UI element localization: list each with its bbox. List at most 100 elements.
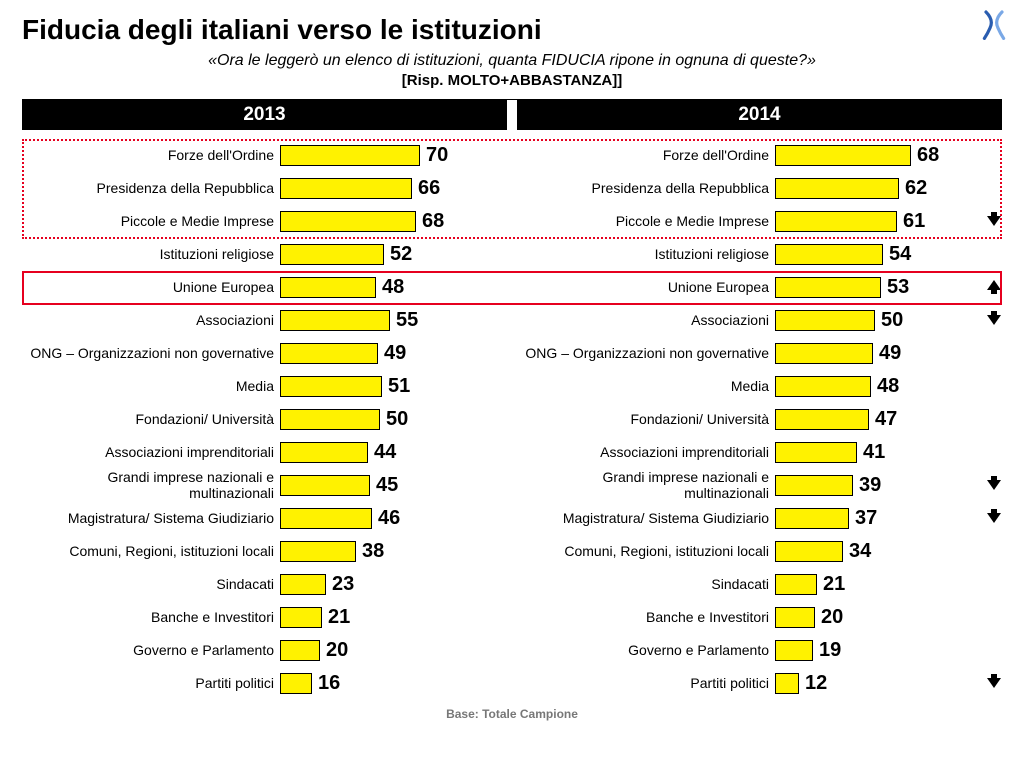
bar-area: 23 xyxy=(280,573,507,596)
page-subtitle: «Ora le leggerò un elenco di istituzioni… xyxy=(22,52,1002,70)
row-label: Comuni, Regioni, istituzioni locali xyxy=(22,544,280,559)
bar xyxy=(280,574,326,595)
chart-row: Comuni, Regioni, istituzioni locali 34 xyxy=(517,536,1002,567)
row-value: 47 xyxy=(875,408,897,431)
row-label: Comuni, Regioni, istituzioni locali xyxy=(517,544,775,559)
row-label: Forze dell'Ordine xyxy=(517,148,775,163)
row-value: 37 xyxy=(855,507,877,530)
row-value: 41 xyxy=(863,441,885,464)
row-value: 70 xyxy=(426,144,448,167)
chart-row: Presidenza della Repubblica66 xyxy=(22,173,507,204)
arrow-down-icon xyxy=(984,309,1004,333)
ribbon-logo-icon xyxy=(978,8,1010,40)
chart-row: Sindacati21 xyxy=(517,569,1002,600)
row-value: 20 xyxy=(821,606,843,629)
chart-row: Media51 xyxy=(22,371,507,402)
bar xyxy=(280,442,368,463)
row-label: Magistratura/ Sistema Giudiziario xyxy=(22,511,280,526)
bar xyxy=(775,244,883,265)
bar-area: 41 xyxy=(775,441,1002,464)
row-label: ONG – Organizzazioni non governative xyxy=(517,346,775,361)
row-value: 62 xyxy=(905,177,927,200)
row-value: 44 xyxy=(374,441,396,464)
chart-row: Governo e Parlamento19 xyxy=(517,635,1002,666)
row-label: Media xyxy=(517,379,775,394)
bar xyxy=(775,442,857,463)
chart-row: Partiti politici16 xyxy=(22,668,507,699)
row-label: Unione Europea xyxy=(22,280,280,295)
bar xyxy=(775,211,897,232)
bar xyxy=(280,277,376,298)
chart-row: Governo e Parlamento 20 xyxy=(22,635,507,666)
row-value: 49 xyxy=(879,342,901,365)
row-label: Governo e Parlamento xyxy=(22,643,280,658)
bar-area: 62 xyxy=(775,177,1002,200)
chart-row: Fondazioni/ Università47 xyxy=(517,404,1002,435)
bar xyxy=(775,409,869,430)
row-value: 52 xyxy=(390,243,412,266)
bar-area: 45 xyxy=(280,474,507,497)
page-title: Fiducia degli italiani verso le istituzi… xyxy=(22,14,1002,46)
arrow-down-icon xyxy=(984,474,1004,498)
row-label: Presidenza della Repubblica xyxy=(22,181,280,196)
row-label: Sindacati xyxy=(517,577,775,592)
chart-row: Unione Europea53 xyxy=(517,272,1002,303)
chart-row: Forze dell'Ordine68 xyxy=(517,140,1002,171)
bar xyxy=(280,640,320,661)
row-label: Banche e Investitori xyxy=(22,610,280,625)
bar xyxy=(280,145,420,166)
row-value: 46 xyxy=(378,507,400,530)
chart-row: Associazioni50 xyxy=(517,305,1002,336)
chart-row: Fondazioni/ Università50 xyxy=(22,404,507,435)
bar-area: 68 xyxy=(280,210,507,233)
row-label: Magistratura/ Sistema Giudiziario xyxy=(517,511,775,526)
bar-area: 50 xyxy=(775,309,1002,332)
row-value: 20 xyxy=(326,639,348,662)
row-label: Grandi imprese nazionali e multinazional… xyxy=(517,470,775,501)
row-value: 50 xyxy=(386,408,408,431)
bar xyxy=(775,376,871,397)
row-value: 12 xyxy=(805,672,827,695)
chart-row: Associazioni55 xyxy=(22,305,507,336)
page-subtitle-response: [Risp. MOLTO+ABBASTANZA]] xyxy=(22,72,1002,89)
bar xyxy=(280,343,378,364)
chart-row: ONG – Organizzazioni non governative49 xyxy=(22,338,507,369)
bar xyxy=(775,310,875,331)
bar-area: 48 xyxy=(280,276,507,299)
row-label: Partiti politici xyxy=(517,676,775,691)
bar-area: 55 xyxy=(280,309,507,332)
bar-area: 53 xyxy=(775,276,1002,299)
row-label: Governo e Parlamento xyxy=(517,643,775,658)
bar-area: 70 xyxy=(280,144,507,167)
bar-area: 34 xyxy=(775,540,1002,563)
bar xyxy=(775,178,899,199)
bar-area: 21 xyxy=(280,606,507,629)
row-value: 45 xyxy=(376,474,398,497)
bar xyxy=(775,607,815,628)
bar-area: 49 xyxy=(775,342,1002,365)
bar xyxy=(280,409,380,430)
chart-row: Forze dell'Ordine70 xyxy=(22,140,507,171)
bar-area: 50 xyxy=(280,408,507,431)
bar xyxy=(280,244,384,265)
row-value: 34 xyxy=(849,540,871,563)
row-value: 61 xyxy=(903,210,925,233)
row-value: 38 xyxy=(362,540,384,563)
chart-row: Banche e Investitori20 xyxy=(517,602,1002,633)
row-label: Istituzioni religiose xyxy=(22,247,280,262)
chart-row: Grandi imprese nazionali e multinazional… xyxy=(517,470,1002,501)
bar xyxy=(280,178,412,199)
row-label: Piccole e Medie Imprese xyxy=(22,214,280,229)
chart-row: Istituzioni religiose54 xyxy=(517,239,1002,270)
chart-row: ONG – Organizzazioni non governative 49 xyxy=(517,338,1002,369)
row-label: Associazioni xyxy=(517,313,775,328)
row-label: Partiti politici xyxy=(22,676,280,691)
bar xyxy=(280,475,370,496)
bar-area: 66 xyxy=(280,177,507,200)
arrow-down-icon xyxy=(984,210,1004,234)
arrow-down-icon xyxy=(984,507,1004,531)
bar-area: 16 xyxy=(280,672,507,695)
bar xyxy=(775,145,911,166)
chart-column-2014: 2014Forze dell'Ordine68Presidenza della … xyxy=(517,100,1002,699)
row-label: Istituzioni religiose xyxy=(517,247,775,262)
